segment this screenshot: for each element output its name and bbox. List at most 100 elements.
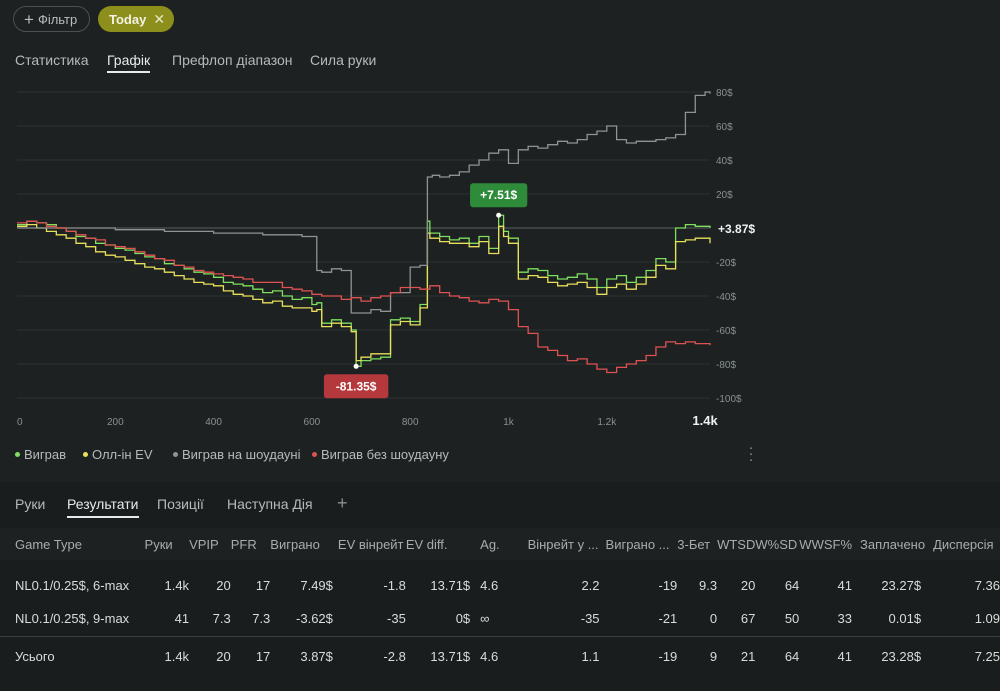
table-cell: -3.62$: [296, 611, 333, 627]
y-tick-label: 20$: [716, 190, 733, 201]
col-header[interactable]: WWSF%: [799, 528, 853, 560]
col-header[interactable]: 3-Бет: [677, 528, 718, 560]
col-header[interactable]: Виграно: [270, 528, 333, 560]
table-cell: 7.49$: [300, 577, 333, 593]
series-line: [17, 223, 711, 362]
table-header-row: Game Type Руки VPIP PFR Виграно EV вінре…: [0, 528, 1000, 560]
tab-statistics[interactable]: Статистика: [15, 52, 89, 68]
col-header[interactable]: Вінрейт у ...: [519, 528, 600, 560]
table-cell: 4.6: [470, 635, 520, 676]
legend-item-won-non-showdown[interactable]: Виграв без шоудауну: [312, 447, 449, 462]
table-cell: 20: [189, 635, 231, 676]
table-cell: 1.09: [974, 611, 1000, 627]
table-cell: NL0.1/0.25$, 6-max: [15, 577, 130, 593]
tab-hand-strength[interactable]: Сила руки: [310, 52, 377, 68]
add-tab-icon[interactable]: +: [337, 493, 348, 513]
legend-dot: [15, 452, 20, 458]
col-header[interactable]: Руки: [144, 528, 190, 560]
table-cell: Усього: [0, 635, 145, 676]
table-cell: -19: [658, 577, 678, 593]
x-tick-label: 1.2k: [597, 417, 617, 428]
legend-item-won[interactable]: Виграв: [15, 447, 66, 462]
table-cell: -19: [599, 635, 678, 676]
col-header[interactable]: VPIP: [189, 528, 231, 560]
series-line: [17, 220, 711, 374]
tab-graph[interactable]: Графік: [107, 52, 151, 73]
col-header[interactable]: Ag.: [470, 528, 520, 560]
legend-dot: [173, 452, 178, 458]
filter-button[interactable]: + Фільтр: [13, 6, 90, 32]
x-tick-label: 800: [402, 417, 419, 428]
legend-item-allin-ev[interactable]: Олл-ін EV: [83, 447, 153, 462]
annotation-dot: [496, 212, 502, 218]
table-cell: -35: [580, 611, 600, 627]
tab-positions[interactable]: Позиції: [157, 496, 204, 512]
table-cell: 4.6: [480, 577, 499, 593]
table-cell: 17: [255, 577, 271, 593]
table-cell: 17: [230, 635, 271, 676]
table-cell: 13.71$: [405, 635, 471, 676]
table-cell: -21: [658, 611, 678, 627]
col-header[interactable]: EV diff.: [405, 528, 471, 560]
col-header[interactable]: Дисперсія: [925, 528, 1000, 560]
close-icon[interactable]: ✕: [153, 10, 166, 27]
table-cell: 7.36: [974, 577, 1000, 593]
toolbar: + Фільтр Today ✕: [0, 0, 1000, 40]
table-cell: 21: [717, 635, 756, 676]
legend-item-won-showdown[interactable]: Виграв на шоудауні: [173, 447, 301, 462]
col-header[interactable]: WTSD: [717, 528, 756, 560]
table-cell: 13.71$: [430, 577, 471, 593]
today-label: Today: [109, 11, 147, 27]
legend-dot: [83, 452, 88, 458]
table-row[interactable]: NL0.1/0.25$, 9-max 41 7.3 7.3 -3.62$ -35 0$ ∞ -3…: [0, 602, 1000, 636]
series-line: [17, 91, 711, 314]
table-total-row[interactable]: Усього 1.4k 20 17 3.87$ -2.8 13.71$ 4.6 1.1 -19 9 2…: [0, 635, 1000, 676]
table-cell: 7.3: [212, 611, 231, 627]
y-tick-label: -20$: [716, 258, 736, 269]
table-cell: 0.01$: [888, 611, 922, 627]
table-cell: 7.3: [252, 611, 271, 627]
x-tick-label: 400: [205, 417, 222, 428]
end-value-label: +3.87$: [718, 222, 755, 236]
col-header[interactable]: PFR: [230, 528, 271, 560]
today-filter-chip[interactable]: Today ✕: [98, 6, 174, 32]
table-cell: 23.27$: [881, 577, 922, 593]
table-row[interactable]: NL0.1/0.25$, 6-max 1.4k 20 17 7.49$ -1.8 13.71…: [0, 560, 1000, 602]
table-cell: 0: [709, 611, 718, 627]
table-cell: ∞: [480, 611, 490, 627]
table-cell: 7.25: [925, 635, 1000, 676]
y-tick-label: -80$: [716, 360, 736, 371]
tab-preflop-range[interactable]: Префлоп діапазон: [172, 52, 293, 68]
y-tick-label: 40$: [716, 156, 733, 167]
legend-label: Виграв на шоудауні: [182, 447, 301, 462]
table-cell: 64: [755, 635, 800, 676]
y-tick-label: 80$: [716, 88, 733, 99]
table-cell: 41: [837, 577, 853, 593]
col-header[interactable]: W%SD: [755, 528, 800, 560]
table-cell: 33: [837, 611, 853, 627]
table-cell: -35: [387, 611, 406, 627]
annotation-dot: [353, 363, 359, 369]
legend-label: Виграв без шоудауну: [321, 447, 449, 462]
tab-next-action[interactable]: Наступна Дія: [227, 496, 313, 512]
tab-results[interactable]: Результати: [67, 496, 139, 518]
col-header[interactable]: EV вінрейт: [332, 528, 406, 560]
table-cell: 23.28$: [852, 635, 926, 676]
legend-label: Виграв: [24, 447, 67, 462]
col-header[interactable]: Заплачено: [852, 528, 926, 560]
legend-label: Олл-ін EV: [92, 447, 153, 462]
table-cell: -2.8: [332, 635, 406, 676]
x-tick-label: 1.4k: [692, 413, 718, 428]
table-cell: 67: [740, 611, 756, 627]
winnings-chart: 80$ 60$ 40$ 20$ -20$ -40$ -60$ -80$ -100$ 0 200 400…: [17, 88, 755, 428]
col-header[interactable]: Game Type: [0, 528, 145, 560]
table-cell: 41: [174, 611, 190, 627]
more-options-icon[interactable]: · · ·: [748, 439, 754, 468]
x-tick-label: 200: [107, 417, 124, 428]
x-tick-label: 600: [304, 417, 321, 428]
table-cell: 50: [784, 611, 800, 627]
col-header[interactable]: Виграно ...: [599, 528, 678, 560]
tab-hands[interactable]: Руки: [15, 496, 46, 512]
table-cell: 9.3: [699, 577, 718, 593]
plus-icon: +: [24, 9, 34, 29]
